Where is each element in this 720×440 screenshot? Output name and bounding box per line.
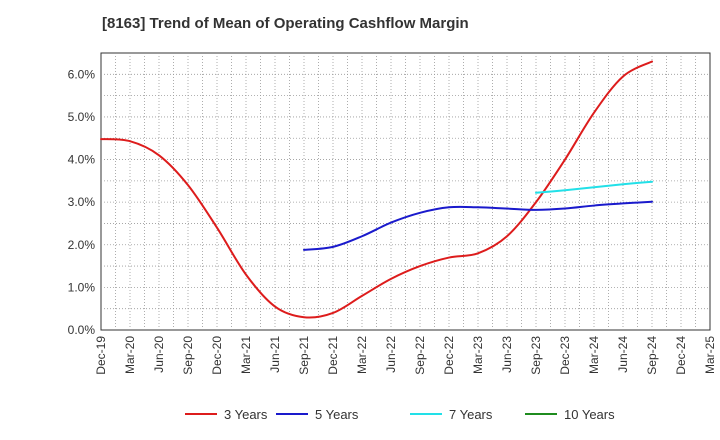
x-tick-label: Mar-21 xyxy=(239,336,253,374)
x-tick-label: Sep-22 xyxy=(413,336,427,375)
vertical-gridlines xyxy=(115,53,696,330)
x-tick-label: Sep-23 xyxy=(529,336,543,375)
x-tick-label: Mar-24 xyxy=(587,336,601,374)
x-tick-label: Dec-19 xyxy=(94,336,108,375)
series-lines xyxy=(100,60,653,319)
x-tick-label: Sep-24 xyxy=(645,336,659,375)
series-line-1 xyxy=(100,60,653,319)
chart-title: [8163] Trend of Mean of Operating Cashfl… xyxy=(102,15,469,32)
y-tick-label: 0.0% xyxy=(68,323,96,337)
y-tick-label: 6.0% xyxy=(68,67,96,81)
y-tick-label: 2.0% xyxy=(68,238,96,252)
legend-label: 10 Years xyxy=(564,407,615,422)
x-tick-label: Dec-24 xyxy=(674,336,688,375)
legend-label: 3 Years xyxy=(224,407,268,422)
x-tick-label: Mar-23 xyxy=(471,336,485,374)
y-tick-label: 3.0% xyxy=(68,195,96,209)
horizontal-gridlines xyxy=(101,73,710,310)
x-tick-label: Dec-22 xyxy=(442,336,456,375)
x-tick-label: Jun-22 xyxy=(384,336,398,373)
y-axis-tick-labels: 0.0% 1.0% 2.0% 3.0% 4.0% 5.0% 6.0% xyxy=(68,67,96,337)
series-line-2 xyxy=(303,200,653,251)
y-tick-label: 5.0% xyxy=(68,110,96,124)
legend: 3 Years 5 Years 7 Years 10 Years xyxy=(185,407,615,422)
legend-label: 7 Years xyxy=(449,407,493,422)
y-tick-label: 4.0% xyxy=(68,153,96,167)
legend-label: 5 Years xyxy=(315,407,359,422)
x-tick-label: Jun-21 xyxy=(268,336,282,373)
x-tick-label: Jun-23 xyxy=(500,336,514,373)
x-tick-label: Dec-21 xyxy=(326,336,340,375)
x-tick-label: Sep-21 xyxy=(297,336,311,375)
x-tick-label: Jun-20 xyxy=(152,336,166,373)
x-tick-label: Mar-25 xyxy=(703,336,717,374)
y-tick-label: 1.0% xyxy=(68,280,96,294)
x-tick-label: Dec-20 xyxy=(210,336,224,375)
x-axis-tick-labels: Dec-19 Mar-20 Jun-20 Sep-20 Dec-20 Mar-21 Jun-… xyxy=(94,336,717,375)
x-tick-label: Mar-20 xyxy=(123,336,137,374)
x-tick-label: Dec-23 xyxy=(558,336,572,375)
x-tick-label: Sep-20 xyxy=(181,336,195,375)
x-tick-label: Jun-24 xyxy=(616,336,630,373)
x-tick-label: Mar-22 xyxy=(355,336,369,374)
series-line-3 xyxy=(535,180,653,194)
